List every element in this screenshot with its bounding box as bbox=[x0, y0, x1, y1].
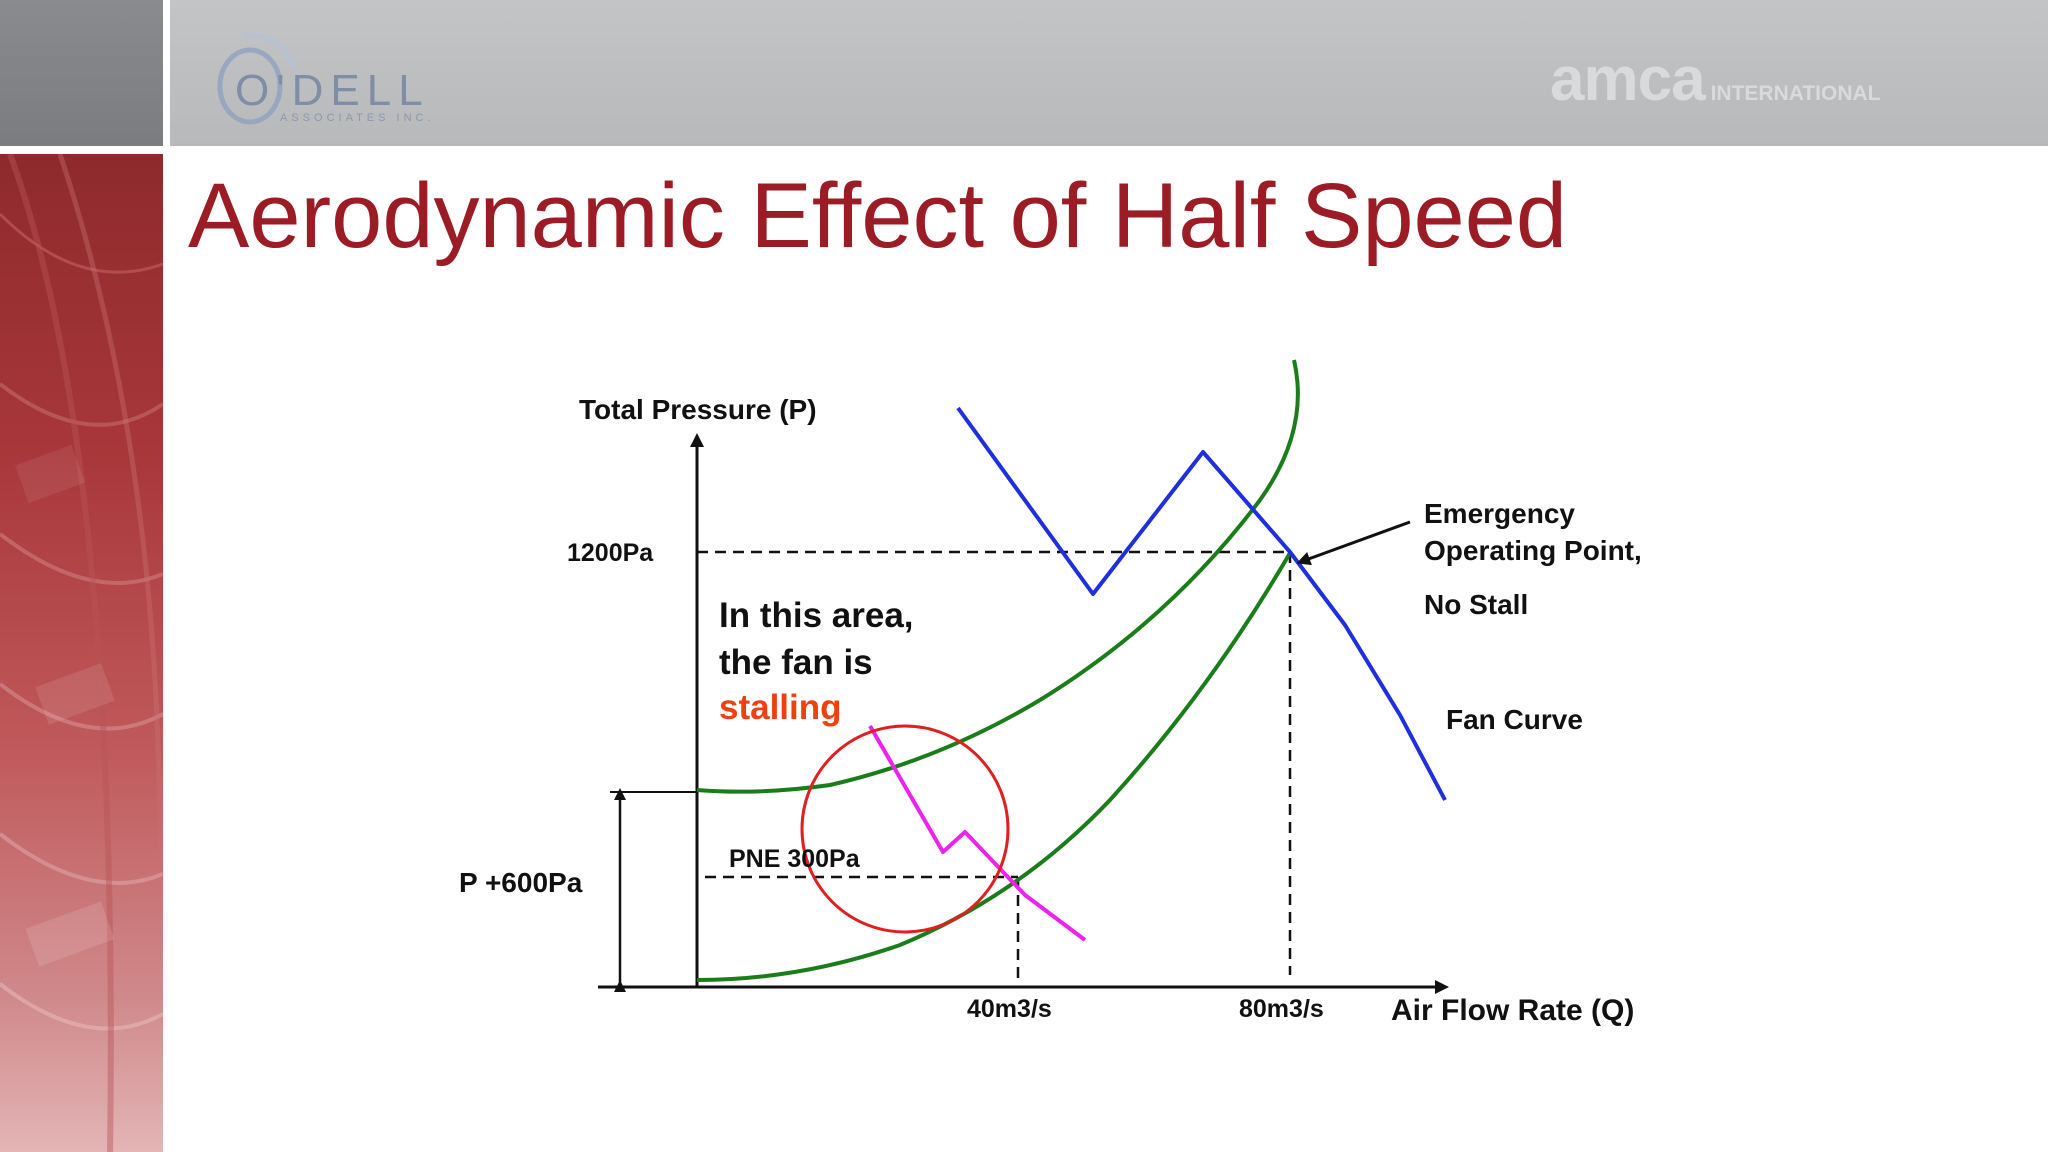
header-bar bbox=[170, 0, 2048, 146]
odell-logo-subtext: ASSOCIATES INC. bbox=[280, 112, 435, 124]
emergency-label-line3: No Stall bbox=[1424, 589, 1528, 620]
amca-logo: amca INTERNATIONAL bbox=[1550, 44, 1881, 115]
system-curve-upper bbox=[696, 359, 1300, 794]
x-axis-label: Air Flow Rate (Q) bbox=[1391, 994, 1634, 1027]
side-decorative-panel bbox=[0, 154, 163, 1152]
stall-text-line2: the fan is bbox=[719, 643, 873, 682]
header-corner-block bbox=[0, 0, 163, 146]
fan-blades-graphic bbox=[0, 154, 163, 1152]
y-tick-1200pa: 1200Pa bbox=[567, 539, 654, 567]
emergency-label-line2: Operating Point, bbox=[1424, 535, 1642, 566]
stall-text-line1: In this area, bbox=[719, 596, 914, 635]
amca-logo-subtext: INTERNATIONAL bbox=[1710, 82, 1881, 105]
stall-text-line3: stalling bbox=[719, 688, 842, 727]
x-tick-40m3s: 40m3/s bbox=[967, 995, 1052, 1023]
odell-logo-text: O'DELL bbox=[235, 66, 430, 115]
emergency-label-line1: Emergency bbox=[1424, 498, 1575, 529]
odell-logo-swoosh bbox=[217, 32, 297, 125]
x-tick-80m3s: 80m3/s bbox=[1239, 995, 1324, 1023]
pne-label: PNE 300Pa bbox=[729, 845, 861, 873]
system-curve-lower bbox=[696, 551, 1292, 982]
stall-region-circle bbox=[800, 724, 1010, 934]
y-axis-label: Total Pressure (P) bbox=[579, 394, 817, 425]
fan-curve bbox=[956, 406, 1447, 801]
slide-title: Aerodynamic Effect of Half Speed bbox=[188, 165, 1568, 267]
p600-label: P +600Pa bbox=[459, 867, 583, 898]
fan-curve-label: Fan Curve bbox=[1446, 704, 1583, 735]
amca-logo-text: amca bbox=[1550, 45, 1706, 114]
emergency-point-arrow bbox=[1296, 520, 1411, 566]
half-speed-fan-curve bbox=[868, 724, 1087, 942]
